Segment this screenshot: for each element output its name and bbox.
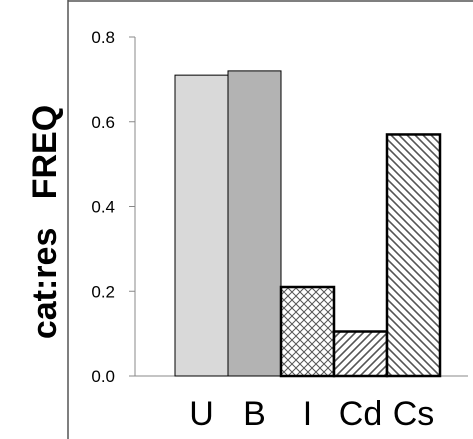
bar-i — [279, 285, 336, 378]
y-tick-label: 0.2 — [91, 282, 115, 301]
x-category-label: U — [189, 395, 214, 433]
bar-u — [174, 74, 229, 377]
bar-b — [227, 70, 282, 377]
x-category-label: I — [303, 395, 312, 433]
x-category-label: Cs — [393, 395, 435, 433]
x-category-label: Cd — [339, 395, 382, 433]
bar-cd — [332, 330, 389, 378]
y-tick-label: 0.6 — [91, 113, 115, 132]
y-tick-label: 0.4 — [91, 198, 115, 217]
bar-cs — [385, 133, 442, 378]
y-tick-label: 0.8 — [91, 28, 115, 47]
y-axis-label: cat:res FREQ — [26, 105, 64, 339]
x-category-label: B — [243, 395, 266, 433]
y-tick-label: 0.0 — [91, 367, 115, 386]
x-category-labels: U B I Cd Cs — [189, 395, 434, 433]
y-ticks: 0.0 0.2 0.4 0.6 0.8 — [91, 28, 135, 386]
bars — [174, 70, 442, 378]
